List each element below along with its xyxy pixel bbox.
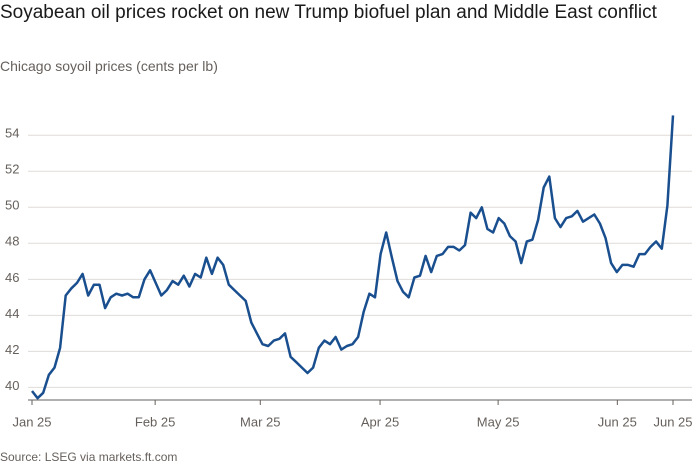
x-tick-label: Mar 25 [240,414,280,429]
x-tick-label: Jun 25 [653,414,692,429]
y-tick-label: 46 [5,270,19,285]
x-tick-label: Jun 25 [598,414,637,429]
source-note: Source: LSEG via markets.ft.com [0,450,178,464]
price-line [31,115,675,400]
x-tick-label: Feb 25 [135,414,175,429]
y-tick-label: 50 [5,198,19,213]
x-tick-label: Apr 25 [361,414,399,429]
x-tick-label: Jan 25 [12,414,51,429]
y-tick-label: 40 [5,378,19,393]
y-tick-label: 48 [5,234,19,249]
chart: 40 42 44 46 48 50 52 54 Jan 25 Feb 25 Mar 25 Apr 25… [5,115,693,429]
chart-subtitle: Chicago soyoil prices (cents per lb) [0,58,218,74]
y-tick-label: 54 [5,126,19,141]
chart-title: Soyabean oil prices rocket on new Trump … [0,2,657,23]
y-tick-label: 44 [5,306,19,321]
y-tick-label: 42 [5,342,19,357]
x-tick-label: May 25 [477,414,520,429]
y-tick-label: 52 [5,162,19,177]
